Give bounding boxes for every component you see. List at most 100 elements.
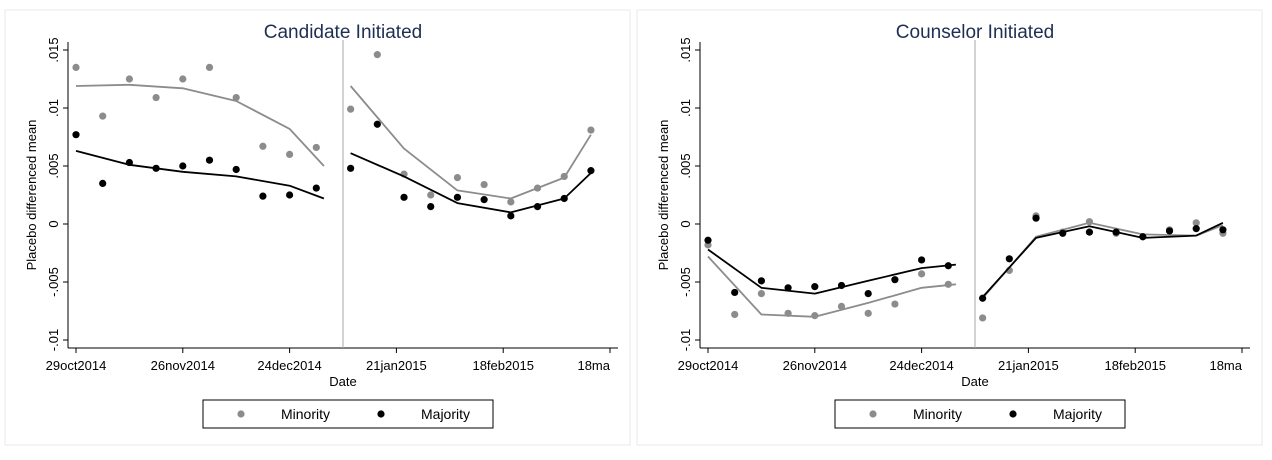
data-point-minority	[811, 312, 819, 320]
data-point-majority	[286, 191, 294, 199]
data-point-minority	[757, 290, 766, 298]
data-point-minority	[125, 75, 133, 83]
data-point-majority	[757, 277, 766, 285]
data-point-majority	[1219, 226, 1227, 234]
data-point-majority	[259, 192, 267, 200]
data-point-majority	[1032, 214, 1040, 222]
x-tick-label: 18ma	[577, 358, 610, 373]
data-point-minority	[205, 63, 214, 71]
x-tick-label: 29oct2014	[46, 358, 107, 373]
y-tick-label: .01	[46, 99, 61, 117]
x-tick-label: 26nov2014	[151, 358, 215, 373]
data-point-minority	[1085, 218, 1094, 226]
data-point-majority	[373, 120, 381, 128]
y-tick-label: .005	[46, 153, 61, 178]
chart-title: Counselor Initiated	[896, 22, 1054, 43]
legend-box	[202, 399, 494, 429]
data-point-majority	[480, 196, 488, 204]
data-point-majority	[944, 262, 952, 270]
data-point-minority	[99, 112, 107, 120]
legend-marker-minority	[237, 410, 245, 418]
data-point-minority	[979, 314, 987, 322]
y-tick-label: -.005	[46, 267, 61, 297]
data-point-majority	[205, 156, 214, 164]
data-point-majority	[1112, 228, 1120, 236]
data-point-minority	[480, 180, 488, 189]
data-point-majority	[99, 179, 107, 187]
data-point-minority	[507, 198, 515, 206]
panel-frame	[4, 9, 631, 446]
legend-label-minority: Minority	[913, 406, 962, 422]
data-point-majority	[427, 203, 435, 211]
fit-line-majority-post	[350, 152, 592, 214]
x-tick-label: 18feb2015	[472, 358, 533, 373]
y-tick-label: .015	[678, 37, 693, 62]
data-point-majority	[1005, 255, 1013, 263]
data-point-majority	[560, 194, 568, 203]
data-point-minority	[533, 184, 542, 192]
legend-box	[834, 399, 1126, 429]
fit-line-majority-pre	[75, 150, 325, 200]
legend-label-majority: Majority	[421, 406, 470, 422]
data-point-majority	[347, 164, 355, 172]
x-tick-label: 26nov2014	[783, 358, 847, 373]
data-point-minority	[731, 310, 739, 319]
y-tick-label: 0	[678, 220, 693, 227]
data-point-majority	[704, 236, 712, 244]
data-point-majority	[125, 158, 133, 167]
data-point-majority	[179, 162, 187, 170]
data-point-minority	[784, 309, 792, 317]
y-tick-label: .015	[46, 37, 61, 62]
chart-panel-2: Counselor Initiated .015 .01 .005 0 -.005 -.01…	[636, 9, 1263, 446]
data-point-minority	[286, 150, 294, 158]
data-point-minority	[72, 63, 80, 71]
data-point-minority	[427, 191, 435, 199]
y-axis-label: Placebo differenced mean	[24, 120, 39, 271]
y-tick-label: .005	[678, 153, 693, 178]
data-point-majority	[811, 283, 819, 291]
x-tick-label: 24dec2014	[889, 358, 953, 373]
data-point-minority	[891, 300, 899, 308]
data-point-majority	[400, 193, 408, 201]
data-point-minority	[347, 105, 355, 113]
x-tick-label: 21jan2015	[366, 358, 427, 373]
legend-marker-majority	[1009, 410, 1017, 418]
data-point-majority	[1192, 225, 1200, 233]
data-point-majority	[979, 294, 987, 302]
x-tick-label: 29oct2014	[678, 358, 739, 373]
y-tick-label: -.01	[46, 329, 61, 351]
data-point-minority	[312, 143, 320, 152]
data-point-majority	[152, 164, 160, 172]
data-point-majority	[72, 131, 80, 139]
data-point-majority	[891, 276, 899, 284]
data-point-majority	[1165, 227, 1174, 235]
legend-label-majority: Majority	[1053, 406, 1102, 422]
data-point-minority	[179, 75, 187, 83]
data-point-minority	[837, 302, 846, 310]
data-point-majority	[1139, 233, 1147, 241]
data-point-minority	[918, 270, 926, 278]
x-tick-label: 18feb2015	[1104, 358, 1165, 373]
legend-marker-minority	[869, 410, 877, 418]
chart-panel-1: Candidate Initiated .015 .01 .005 0 -.005 -.01…	[4, 9, 631, 446]
data-point-majority	[587, 167, 595, 175]
data-point-minority	[560, 172, 568, 181]
y-tick-label: -.005	[678, 267, 693, 297]
x-tick-label: 21jan2015	[998, 358, 1059, 373]
data-point-minority	[587, 126, 595, 134]
data-point-majority	[918, 256, 926, 264]
y-axis-label: Placebo differenced mean	[656, 120, 671, 271]
x-axis-label: Date	[961, 374, 988, 389]
legend-marker-majority	[377, 410, 385, 418]
data-point-minority	[453, 174, 462, 182]
data-point-majority	[232, 165, 240, 174]
fit-line-minority-pre	[75, 83, 325, 167]
data-point-minority	[152, 93, 160, 102]
data-point-majority	[533, 203, 542, 211]
panel-frame	[636, 9, 1263, 446]
data-point-majority	[1085, 228, 1094, 236]
data-point-minority	[1192, 219, 1200, 227]
data-point-majority	[784, 284, 792, 292]
chart-title: Candidate Initiated	[264, 22, 422, 43]
